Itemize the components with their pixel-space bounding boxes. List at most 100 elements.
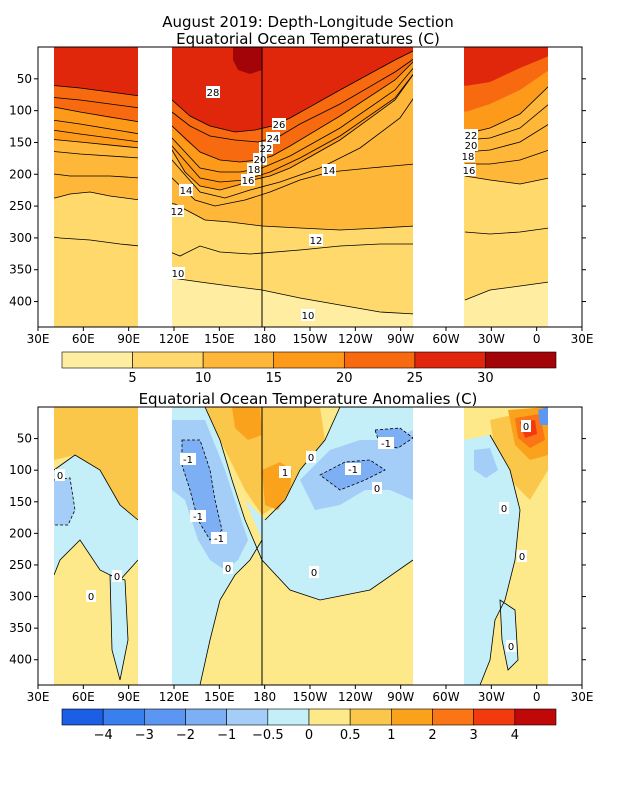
temp-band-lt-5: [172, 278, 582, 327]
anomaly-contours: [53, 407, 521, 685]
x-tick-label: 60E: [72, 690, 95, 704]
x-tick-label: 60W: [432, 690, 459, 704]
land-gap-indonesia: [138, 407, 172, 685]
anom-patch-cool2: [54, 478, 75, 525]
svg-text:0: 0: [225, 564, 231, 575]
x-tick-label: 0: [533, 690, 541, 704]
contour-label: 0: [517, 550, 527, 563]
colorbar-swatch: [61, 708, 104, 726]
temperature-x-axis: 30E 60E 90E 120E 150E 180 150W 120W 90W 60W 30W 0 30…: [27, 327, 594, 346]
svg-text:16: 16: [242, 176, 255, 187]
svg-text:0: 0: [57, 471, 63, 482]
svg-text:0: 0: [501, 504, 507, 515]
colorbar-swatch: [485, 351, 557, 369]
no-data-east: [548, 407, 582, 685]
svg-text:-1: -1: [348, 465, 358, 476]
x-tick-label: 30E: [571, 332, 594, 346]
contour-label: 16: [241, 174, 255, 187]
temperature-chart-title: August 2019: Depth-Longitude Section: [162, 13, 453, 31]
colorbar-swatch: [132, 351, 204, 369]
land-gap-america: [413, 47, 464, 327]
no-data-west: [38, 47, 54, 327]
y-tick-label: 300: [9, 231, 32, 245]
anom-patch-cool: [54, 455, 138, 580]
y-tick-label: 300: [9, 590, 32, 604]
contour-label: 0: [521, 420, 531, 433]
colorbar-swatch: [273, 351, 345, 369]
colorbar-label: 0: [305, 728, 313, 743]
svg-text:22: 22: [465, 131, 478, 142]
contour-label: 0: [112, 570, 122, 583]
svg-text:0: 0: [508, 642, 514, 653]
y-tick-label: 50: [17, 72, 32, 86]
x-tick-label: 90W: [387, 332, 414, 346]
svg-text:0: 0: [308, 453, 314, 464]
x-tick-label: 90E: [117, 690, 140, 704]
svg-text:0: 0: [88, 592, 94, 603]
contour-label: 16: [462, 164, 476, 177]
temperature-field: 28 26 24 22 20 18 16 14 12 10 14 12 10 2…: [38, 47, 582, 327]
contour-label: 22: [464, 129, 478, 142]
svg-text:24: 24: [267, 134, 280, 145]
anom-patch-warm: [54, 407, 138, 520]
contour-label: 20: [464, 139, 478, 152]
colorbar-swatch: [414, 351, 486, 369]
temp-band-gt-30: [233, 47, 262, 74]
svg-text:1: 1: [282, 468, 288, 479]
y-tick-label: 150: [9, 135, 32, 149]
x-tick-label: 120E: [159, 332, 190, 346]
svg-text:12: 12: [310, 236, 323, 247]
anom-patch-cool: [464, 435, 520, 685]
anom-patch-cool: [110, 575, 128, 680]
colorbar-swatch: [267, 708, 310, 726]
contour-label: 1: [279, 466, 291, 479]
x-tick-label: 150W: [293, 332, 328, 346]
svg-text:14: 14: [180, 186, 193, 197]
svg-text:26: 26: [273, 120, 286, 131]
svg-text:16: 16: [463, 166, 476, 177]
contour-label: 0: [86, 590, 96, 603]
x-tick-label: 150E: [204, 690, 235, 704]
x-tick-label: 150E: [204, 332, 235, 346]
temperature-chart: August 2019: Depth-Longitude Section Equ…: [9, 13, 593, 386]
contour-label: 26: [272, 118, 286, 131]
contour-label: 24: [266, 132, 280, 145]
anomaly-contour-labels: -1 1 0 -1 -1 0 -1 -1 0 0 0 0 0 0 0 0 0: [55, 420, 531, 653]
temperature-colorbar: 5 10 15 20 25 30: [61, 351, 557, 386]
contour-label: 12: [309, 234, 323, 247]
y-tick-label: 350: [9, 263, 32, 277]
svg-text:-1: -1: [214, 534, 224, 545]
svg-text:-1: -1: [183, 455, 193, 466]
contour-label: 0: [506, 640, 516, 653]
contour-label: -1: [378, 437, 394, 450]
y-tick-label: 350: [9, 621, 32, 635]
colorbar-label: 2: [428, 728, 436, 743]
colorbar-swatch: [349, 708, 392, 726]
anom-patch-warm2: [232, 407, 262, 440]
anom-patch-warm: [205, 407, 325, 515]
x-tick-label: 180: [253, 332, 276, 346]
y-tick-label: 400: [9, 653, 32, 667]
anomaly-chart: Equatorial Ocean Temperature Anomalies (…: [9, 390, 593, 743]
x-tick-label: 180: [253, 690, 276, 704]
contour-label: 0: [223, 562, 233, 575]
colorbar-swatch: [343, 351, 416, 369]
contour-label: 20: [253, 153, 267, 166]
contour-label: 14: [322, 164, 336, 177]
colorbar-label: −2: [176, 728, 195, 743]
contour-label: 10: [171, 267, 185, 280]
colorbar-swatch: [61, 351, 133, 369]
colorbar-label: −0.5: [252, 728, 284, 743]
contour-label: 0: [499, 502, 509, 515]
x-tick-label: 30W: [478, 690, 505, 704]
y-tick-label: 200: [9, 526, 32, 540]
svg-text:20: 20: [254, 155, 267, 166]
colorbar-label: −3: [135, 728, 154, 743]
contour-label: 18: [247, 163, 261, 176]
contour-label: 18: [461, 150, 475, 163]
contour-label: 12: [170, 205, 184, 218]
svg-text:0: 0: [311, 568, 317, 579]
y-tick-label: 250: [9, 558, 32, 572]
contour-label: 14: [179, 184, 193, 197]
